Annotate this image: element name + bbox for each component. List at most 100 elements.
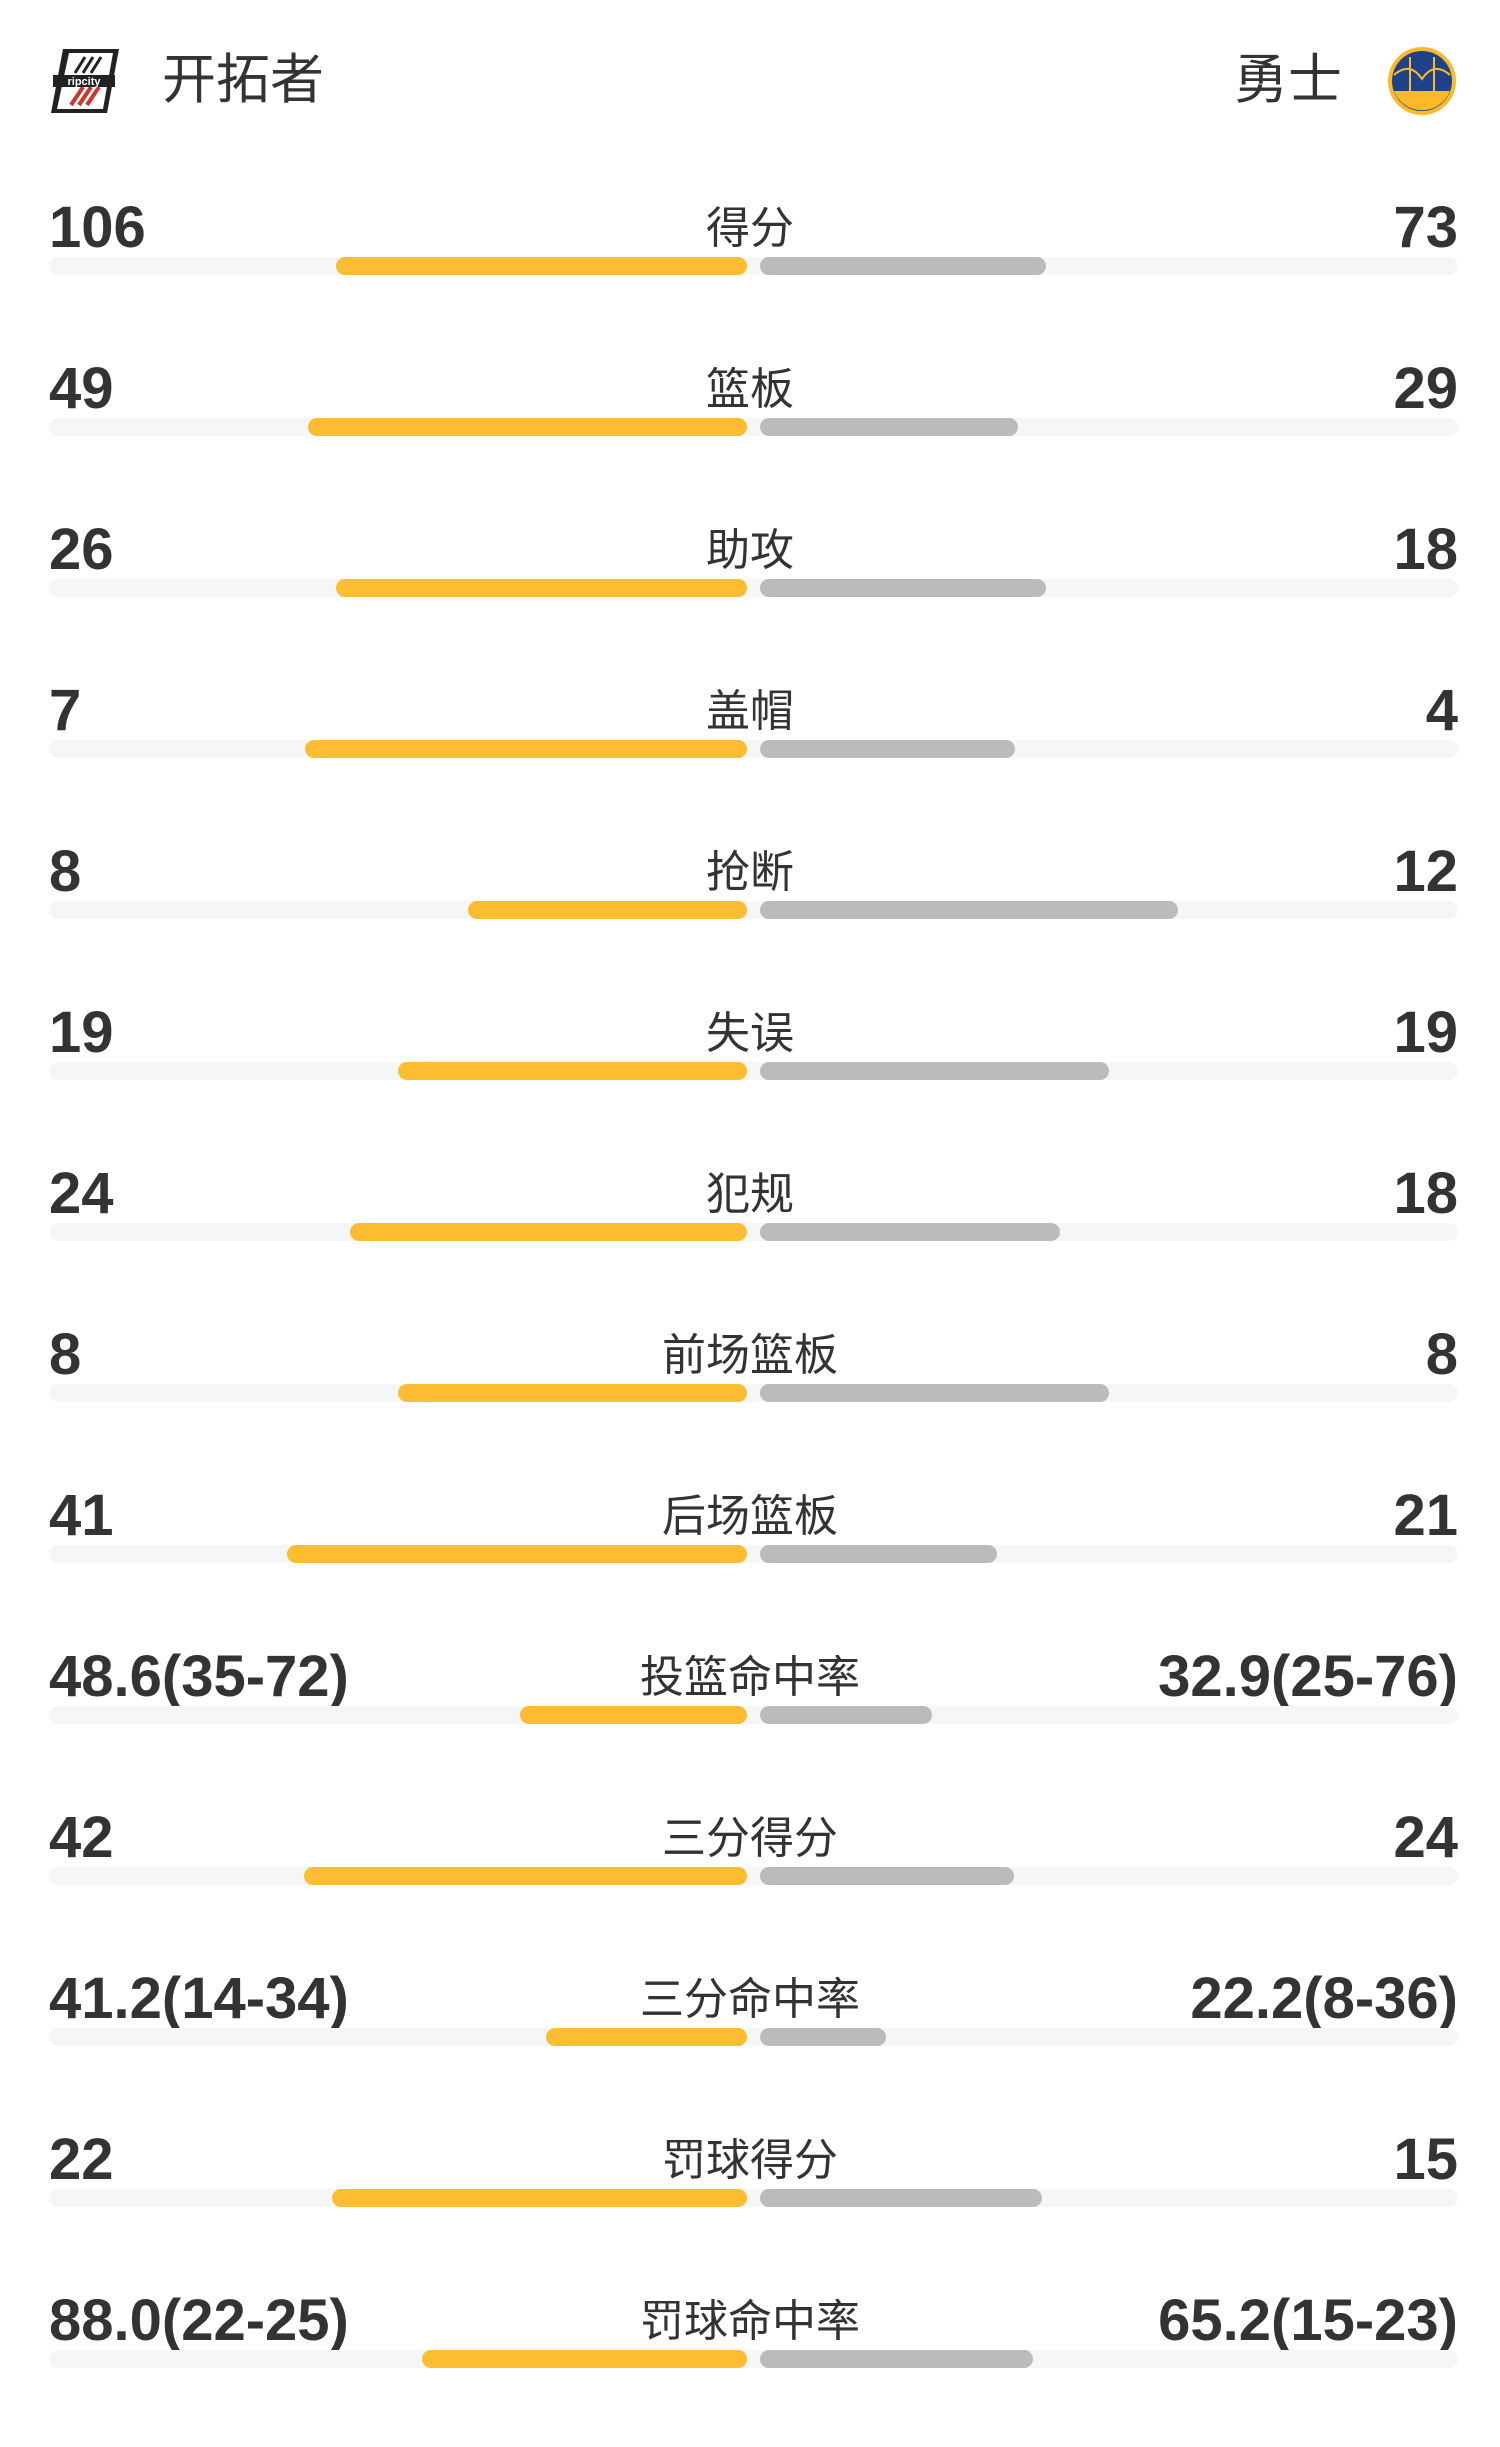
stat-comparison-bar bbox=[49, 2189, 1458, 2207]
home-team-name: 开拓者 bbox=[162, 48, 324, 111]
away-stat-value: 18 bbox=[1393, 1161, 1458, 1226]
home-stat-value: 26 bbox=[49, 517, 114, 582]
stat-label: 抢断 bbox=[706, 847, 794, 898]
stat-label: 得分 bbox=[706, 203, 794, 254]
stat-label: 三分得分 bbox=[662, 1813, 838, 1864]
home-stat-bar bbox=[350, 1223, 747, 1241]
stat-label: 盖帽 bbox=[706, 686, 794, 737]
away-stat-value: 32.9(25-76) bbox=[1158, 1644, 1458, 1709]
stat-row: 8 前场篮板 8 bbox=[0, 1320, 1500, 1481]
home-stat-bar bbox=[398, 1062, 747, 1080]
stat-label: 篮板 bbox=[706, 364, 794, 415]
home-stat-value: 49 bbox=[49, 356, 114, 421]
stat-row: 8 抢断 12 bbox=[0, 837, 1500, 998]
stat-comparison-bar bbox=[49, 2028, 1458, 2046]
away-stat-value: 4 bbox=[1425, 678, 1458, 743]
home-stat-value: 8 bbox=[49, 1322, 82, 1387]
home-stat-value: 22 bbox=[49, 2127, 114, 2192]
home-stat-bar bbox=[332, 2189, 747, 2207]
home-stat-value: 8 bbox=[49, 839, 82, 904]
away-team-name: 勇士 bbox=[1234, 48, 1342, 111]
home-stat-value: 106 bbox=[49, 195, 146, 260]
away-stat-bar bbox=[760, 740, 1015, 758]
home-stat-value: 41.2(14-34) bbox=[49, 1966, 349, 2031]
stat-row: 41 后场篮板 21 bbox=[0, 1481, 1500, 1642]
stat-comparison-bar bbox=[49, 1545, 1458, 1563]
home-stat-value: 88.0(22-25) bbox=[49, 2288, 349, 2353]
stat-row: 49 篮板 29 bbox=[0, 354, 1500, 515]
stat-row: 42 三分得分 24 bbox=[0, 1803, 1500, 1964]
away-stat-bar bbox=[760, 257, 1046, 275]
stat-comparison-bar bbox=[49, 579, 1458, 597]
stat-label: 后场篮板 bbox=[662, 1491, 838, 1542]
away-stat-bar bbox=[760, 579, 1046, 597]
stat-comparison-bar bbox=[49, 1223, 1458, 1241]
away-stat-bar bbox=[760, 2028, 886, 2046]
stat-row: 41.2(14-34) 三分命中率 22.2(8-36) bbox=[0, 1964, 1500, 2125]
stat-row: 22 罚球得分 15 bbox=[0, 2125, 1500, 2286]
stat-comparison-bar bbox=[49, 418, 1458, 436]
away-stat-bar bbox=[760, 2350, 1033, 2368]
home-stat-bar bbox=[468, 901, 747, 919]
stat-row: 19 失误 19 bbox=[0, 998, 1500, 1159]
away-stat-bar bbox=[760, 901, 1178, 919]
svg-text:ripcity: ripcity bbox=[67, 76, 101, 88]
away-stat-bar bbox=[760, 2189, 1042, 2207]
stat-row: 88.0(22-25) 罚球命中率 65.2(15-23) bbox=[0, 2286, 1500, 2447]
away-stat-value: 8 bbox=[1425, 1322, 1458, 1387]
home-stat-value: 41 bbox=[49, 1483, 114, 1548]
stat-row: 26 助攻 18 bbox=[0, 515, 1500, 676]
trail-blazers-logo-icon: ripcity bbox=[51, 49, 119, 113]
stat-comparison-bar bbox=[49, 1867, 1458, 1885]
away-stat-value: 19 bbox=[1393, 1000, 1458, 1065]
teams-header: ripcity 开拓者 勇士 bbox=[0, 40, 1500, 120]
home-stat-bar bbox=[287, 1545, 747, 1563]
stat-label: 失误 bbox=[706, 1008, 794, 1059]
stat-label: 罚球命中率 bbox=[640, 2296, 860, 2347]
stat-comparison-bar bbox=[49, 901, 1458, 919]
stat-label: 三分命中率 bbox=[640, 1974, 860, 2025]
home-stat-bar bbox=[520, 1706, 747, 1724]
home-stat-value: 42 bbox=[49, 1805, 114, 1870]
stat-comparison-bar bbox=[49, 2350, 1458, 2368]
home-stat-bar bbox=[398, 1384, 747, 1402]
stat-row: 24 犯规 18 bbox=[0, 1159, 1500, 1320]
home-stat-bar bbox=[422, 2350, 747, 2368]
stat-row: 106 得分 73 bbox=[0, 193, 1500, 354]
stat-label: 犯规 bbox=[706, 1169, 794, 1220]
away-stat-value: 21 bbox=[1393, 1483, 1458, 1548]
away-stat-value: 65.2(15-23) bbox=[1158, 2288, 1458, 2353]
stat-comparison-bar bbox=[49, 1062, 1458, 1080]
home-stat-bar bbox=[305, 740, 747, 758]
warriors-logo-icon bbox=[1388, 47, 1456, 115]
away-stat-value: 18 bbox=[1393, 517, 1458, 582]
stat-row: 7 盖帽 4 bbox=[0, 676, 1500, 837]
stat-label: 助攻 bbox=[706, 525, 794, 576]
away-stat-value: 15 bbox=[1393, 2127, 1458, 2192]
home-stat-value: 7 bbox=[49, 678, 82, 743]
home-stat-bar bbox=[336, 257, 747, 275]
away-stat-bar bbox=[760, 1223, 1060, 1241]
stat-row: 48.6(35-72) 投篮命中率 32.9(25-76) bbox=[0, 1642, 1500, 1803]
stat-label: 投篮命中率 bbox=[640, 1652, 860, 1703]
away-stat-value: 73 bbox=[1393, 195, 1458, 260]
away-stat-value: 12 bbox=[1393, 839, 1458, 904]
home-stat-value: 24 bbox=[49, 1161, 114, 1226]
stat-comparison-bar bbox=[49, 740, 1458, 758]
stat-comparison-bar bbox=[49, 257, 1458, 275]
home-stat-bar bbox=[546, 2028, 747, 2046]
away-stat-bar bbox=[760, 1706, 932, 1724]
home-stat-value: 48.6(35-72) bbox=[49, 1644, 349, 1709]
stat-comparison-bar bbox=[49, 1706, 1458, 1724]
away-stat-bar bbox=[760, 1062, 1109, 1080]
home-stat-bar bbox=[336, 579, 747, 597]
home-stat-bar bbox=[308, 418, 747, 436]
stat-comparison-bar bbox=[49, 1384, 1458, 1402]
stat-label: 前场篮板 bbox=[662, 1330, 838, 1381]
away-stat-bar bbox=[760, 418, 1018, 436]
away-stat-bar bbox=[760, 1867, 1014, 1885]
away-stat-bar bbox=[760, 1545, 997, 1563]
away-stat-value: 29 bbox=[1393, 356, 1458, 421]
away-stat-value: 24 bbox=[1393, 1805, 1458, 1870]
home-stat-bar bbox=[304, 1867, 747, 1885]
